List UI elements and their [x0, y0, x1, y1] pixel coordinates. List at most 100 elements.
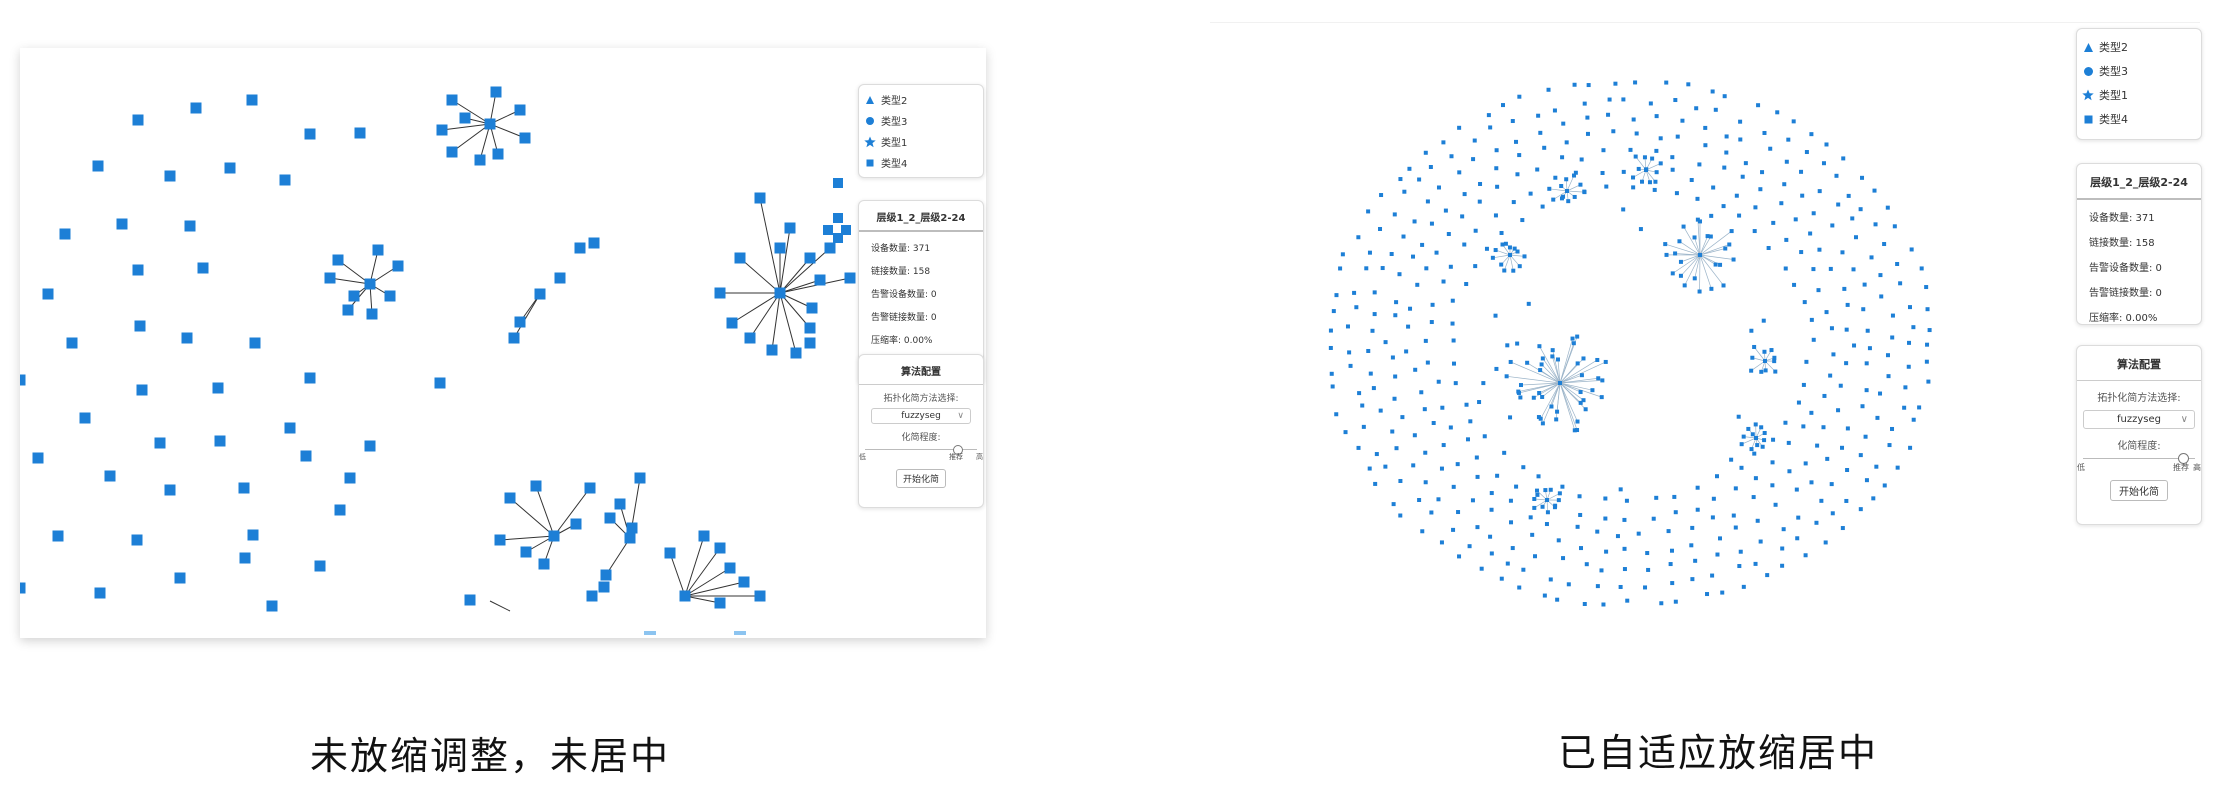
device-node [1540, 504, 1545, 509]
start-simplify-button[interactable]: 开始化简 [896, 469, 946, 488]
device-node [1542, 593, 1547, 598]
device-node [1462, 242, 1467, 247]
legend-item-type3[interactable]: 类型3 [2077, 59, 2201, 83]
method-select[interactable]: fuzzyseg ∨ [871, 408, 971, 424]
device-node [1488, 534, 1493, 539]
device-node [1572, 82, 1577, 87]
device-node [1482, 434, 1487, 439]
device-node [1681, 224, 1686, 229]
device-node [1674, 191, 1679, 196]
legend-item-type4[interactable]: 类型4 [2077, 107, 2201, 131]
link-edge [513, 293, 541, 339]
device-node [1554, 417, 1559, 422]
device-node [1673, 251, 1678, 256]
degree-slider[interactable]: 低 推荐 高 [2077, 452, 2201, 476]
device-node [1540, 204, 1545, 209]
device-node [1556, 498, 1561, 503]
device-node [42, 288, 54, 300]
device-node [1460, 214, 1465, 219]
device-node [1858, 453, 1863, 458]
device-node [52, 530, 64, 542]
degree-slider-track[interactable] [2083, 458, 2195, 459]
device-node [1404, 349, 1409, 354]
device-node [1398, 513, 1403, 518]
device-node [1558, 381, 1562, 385]
device-node [1689, 177, 1694, 182]
topology-graph-unscaled[interactable] [20, 48, 986, 638]
degree-slider[interactable]: 低 推荐 高 [859, 443, 983, 465]
device-node [1502, 268, 1507, 273]
start-simplify-button[interactable]: 开始化简 [2110, 480, 2168, 501]
device-node [1451, 361, 1456, 366]
device-node [1750, 432, 1755, 437]
device-node [1817, 189, 1822, 194]
topology-graph-fitted[interactable] [1210, 23, 2200, 643]
device-node [1775, 110, 1780, 115]
device-node [1695, 507, 1700, 512]
device-node [1502, 450, 1507, 455]
method-select[interactable]: fuzzyseg ∨ [2083, 410, 2195, 429]
device-node [249, 337, 261, 349]
degree-slider-knob[interactable] [952, 445, 963, 455]
legend-item-type3[interactable]: 类型3 [859, 110, 983, 131]
device-node [1546, 87, 1551, 92]
device-node [1753, 422, 1758, 427]
degree-slider-track[interactable] [865, 449, 977, 450]
link-edge [1520, 382, 1561, 386]
device-node [1762, 349, 1767, 354]
device-node [1429, 320, 1434, 325]
link-edge [1495, 249, 1511, 256]
graph-canvas-unscaled[interactable]: 类型2 类型3 类型1 类型4 层级1_2_层级2-24 设备数量: 371 链… [20, 48, 986, 638]
legend-item-type1[interactable]: 类型1 [859, 131, 983, 152]
link-edge [1518, 382, 1561, 394]
device-node [1752, 229, 1757, 234]
legend-item-type2[interactable]: 类型2 [2077, 35, 2201, 59]
device-node [1603, 359, 1608, 364]
device-node [1727, 242, 1732, 247]
link-edge [684, 581, 745, 597]
device-node [1799, 250, 1804, 255]
device-node [1718, 262, 1723, 267]
link-edge [1526, 362, 1561, 384]
device-node [1508, 359, 1513, 364]
device-node [1552, 505, 1557, 510]
legend-item-type4[interactable]: 类型4 [859, 152, 983, 173]
device-node [1733, 486, 1738, 491]
device-node [154, 437, 166, 449]
device-node [1330, 384, 1335, 389]
device-node [1838, 383, 1843, 388]
device-node [1615, 534, 1620, 539]
link-edge [441, 123, 491, 131]
device-node [314, 560, 326, 572]
device-node [1578, 390, 1583, 395]
link-edge [779, 257, 811, 294]
device-node [833, 233, 843, 243]
legend-item-type1[interactable]: 类型1 [2077, 83, 2201, 107]
device-node [1801, 424, 1806, 429]
degree-slider-max: 高 [2193, 463, 2201, 472]
degree-slider-knob[interactable] [2177, 453, 2189, 464]
device-node [1840, 445, 1845, 450]
link-edge [1557, 359, 1561, 384]
device-node [1765, 573, 1770, 578]
link-edge [1559, 377, 1599, 384]
device-node [1780, 563, 1785, 568]
device-node [604, 512, 616, 524]
device-node [1338, 266, 1343, 271]
graph-canvas-fitted[interactable]: 类型2 类型3 类型1 类型4 层级1_2_层级2-24 设备数量: 371 链… [1210, 22, 2202, 643]
link-edge [1694, 254, 1701, 279]
device-node [1604, 184, 1609, 189]
device-node [1625, 598, 1630, 603]
device-node [520, 546, 532, 558]
link-edge [1683, 226, 1701, 256]
device-node [1383, 340, 1388, 345]
legend-item-type2[interactable]: 类型2 [859, 89, 983, 110]
device-node [1555, 357, 1560, 362]
device-node [1549, 404, 1554, 409]
device-node [1595, 357, 1600, 362]
device-node [490, 86, 502, 98]
device-node [1652, 187, 1657, 192]
circle-icon [859, 116, 881, 126]
method-select-value: fuzzyseg [2117, 414, 2161, 425]
device-node [164, 484, 176, 496]
